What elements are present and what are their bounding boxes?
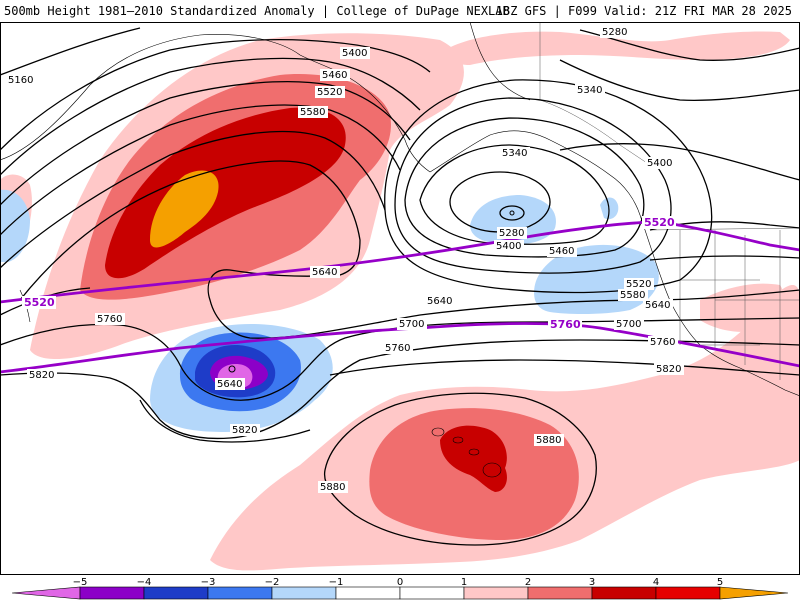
anomaly-pos1-ne	[445, 31, 790, 65]
contour-label: 5640	[427, 296, 452, 307]
contour-label: 5160	[8, 75, 33, 86]
colorbar-swatches	[11, 586, 789, 600]
contour-label: 5280	[499, 228, 524, 239]
contour-label: 5280	[602, 27, 627, 38]
contour-label: 5640	[312, 267, 337, 278]
contour-label: 5580	[300, 107, 325, 118]
contour-label: 5520	[626, 279, 651, 290]
contour-label: 5340	[577, 85, 602, 96]
contour-label: 5460	[322, 70, 347, 81]
contour-label: 5820	[656, 364, 681, 375]
colorbar-swatch-pos5	[719, 586, 789, 600]
colorbar-tick: 4	[653, 577, 659, 588]
colorbar-swatch-neg1	[271, 586, 337, 600]
colorbar-swatch-neg5	[11, 586, 81, 600]
colorbar-swatch-pos4	[655, 586, 721, 600]
contour-label: 5880	[320, 482, 345, 493]
map-header: 500mb Height 1981–2010 Standardized Anom…	[0, 0, 800, 22]
model-run-info: 18Z GFS | F099 Valid: 21Z FRI MAR 28 202…	[495, 4, 792, 18]
colorbar-tick: 1	[461, 577, 467, 588]
contour-label: 5640	[645, 300, 670, 311]
anomaly-neg1-west	[0, 189, 30, 262]
anomaly-map: 5160 5400 5460 5520 5580 5280 5340 5340 …	[0, 22, 800, 575]
colorbar-tick: 5	[717, 577, 723, 588]
contour-label: 5880	[536, 435, 561, 446]
contour-label: 5760	[97, 314, 122, 325]
highlight-label-group: 5520 5520 5760	[22, 216, 676, 331]
anomaly-pos5-core	[150, 170, 219, 248]
contour-label: 5340	[502, 148, 527, 159]
colorbar-tick: −4	[137, 577, 152, 588]
low-center-marker	[228, 365, 236, 373]
contour-label: 5580	[620, 290, 645, 301]
colorbar-tick: 2	[525, 577, 531, 588]
contour-label: 5400	[496, 241, 521, 252]
colorbar-tick: 0	[397, 577, 403, 588]
colorbar-swatch-pos2	[527, 586, 593, 600]
colorbar-swatch-neg4	[79, 586, 145, 600]
contour-label: 5640	[217, 379, 242, 390]
colorbar-ticks: −5 −4 −3 −2 −1 0 1 2 3 4 5	[73, 577, 724, 588]
contour-label: 5520	[317, 87, 342, 98]
height-contours	[0, 27, 800, 546]
contour-label: 5460	[549, 246, 574, 257]
highlight-contour-label: 5520	[24, 296, 55, 309]
contour-label-group: 5160 5400 5460 5520 5580 5280 5340 5340 …	[5, 26, 684, 493]
contour-label: 5700	[399, 319, 424, 330]
contour-label: 5400	[342, 48, 367, 59]
colorbar-swatch-zero-neg	[335, 586, 401, 600]
colorbar-swatch-zero-pos	[399, 586, 465, 600]
contour-label: 5820	[29, 370, 54, 381]
map-title: 500mb Height 1981–2010 Standardized Anom…	[4, 4, 510, 18]
coastlines	[0, 22, 800, 397]
colorbar-tick: 3	[589, 577, 595, 588]
highlight-contour-label: 5520	[644, 216, 675, 229]
contour-label: 5760	[650, 337, 675, 348]
highlight-contour-label: 5760	[550, 318, 581, 331]
anomaly-pos3-south	[440, 425, 507, 492]
colorbar-tick: −3	[201, 577, 216, 588]
colorbar-swatch-neg3	[143, 586, 209, 600]
contour-label: 5760	[385, 343, 410, 354]
contour-label: 5820	[232, 425, 257, 436]
colorbar-tick: −2	[265, 577, 280, 588]
colorbar-swatch-pos1	[463, 586, 529, 600]
colorbar-swatch-neg2	[207, 586, 273, 600]
colorbar-swatch-pos3	[591, 586, 657, 600]
hawaiian-islands	[431, 427, 502, 478]
highlighted-contours	[0, 220, 800, 374]
low-center-marker	[509, 210, 515, 216]
colorbar-tick: −5	[73, 577, 88, 588]
contour-label: 5400	[647, 158, 672, 169]
contour-label: 5700	[616, 319, 641, 330]
colorbar-tick: −1	[329, 577, 344, 588]
colorbar: −5 −4 −3 −2 −1 0 1 2 3 4 5	[11, 577, 789, 600]
